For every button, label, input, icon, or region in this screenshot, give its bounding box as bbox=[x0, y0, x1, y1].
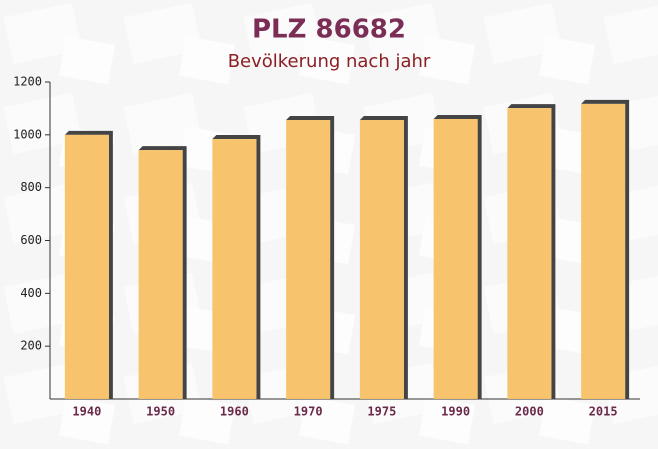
y-tick-label: 400 bbox=[20, 286, 42, 300]
x-tick-label: 1990 bbox=[441, 405, 470, 419]
y-tick-label: 800 bbox=[20, 180, 42, 194]
bar bbox=[581, 103, 626, 399]
bar bbox=[507, 108, 552, 399]
bar bbox=[212, 139, 257, 399]
bar bbox=[138, 150, 183, 399]
x-tick-label: 2015 bbox=[589, 405, 618, 419]
chart-subtitle: Bevölkerung nach jahr bbox=[228, 51, 431, 72]
x-tick-label: 1960 bbox=[220, 405, 249, 419]
y-tick-label: 1200 bbox=[13, 75, 42, 89]
x-tick-label: 1970 bbox=[294, 405, 323, 419]
x-tick-label: 1950 bbox=[146, 405, 175, 419]
bar bbox=[64, 134, 109, 400]
x-tick-label: 2000 bbox=[515, 405, 544, 419]
y-tick-label: 200 bbox=[20, 339, 42, 353]
bar bbox=[433, 118, 478, 399]
x-tick-label: 1975 bbox=[367, 405, 396, 419]
chart-title: PLZ 86682 bbox=[252, 15, 406, 45]
y-tick-label: 1000 bbox=[13, 127, 42, 141]
bar bbox=[359, 120, 404, 399]
bar bbox=[286, 120, 331, 399]
x-tick-label: 1940 bbox=[72, 405, 101, 419]
y-tick-label: 600 bbox=[20, 233, 42, 247]
